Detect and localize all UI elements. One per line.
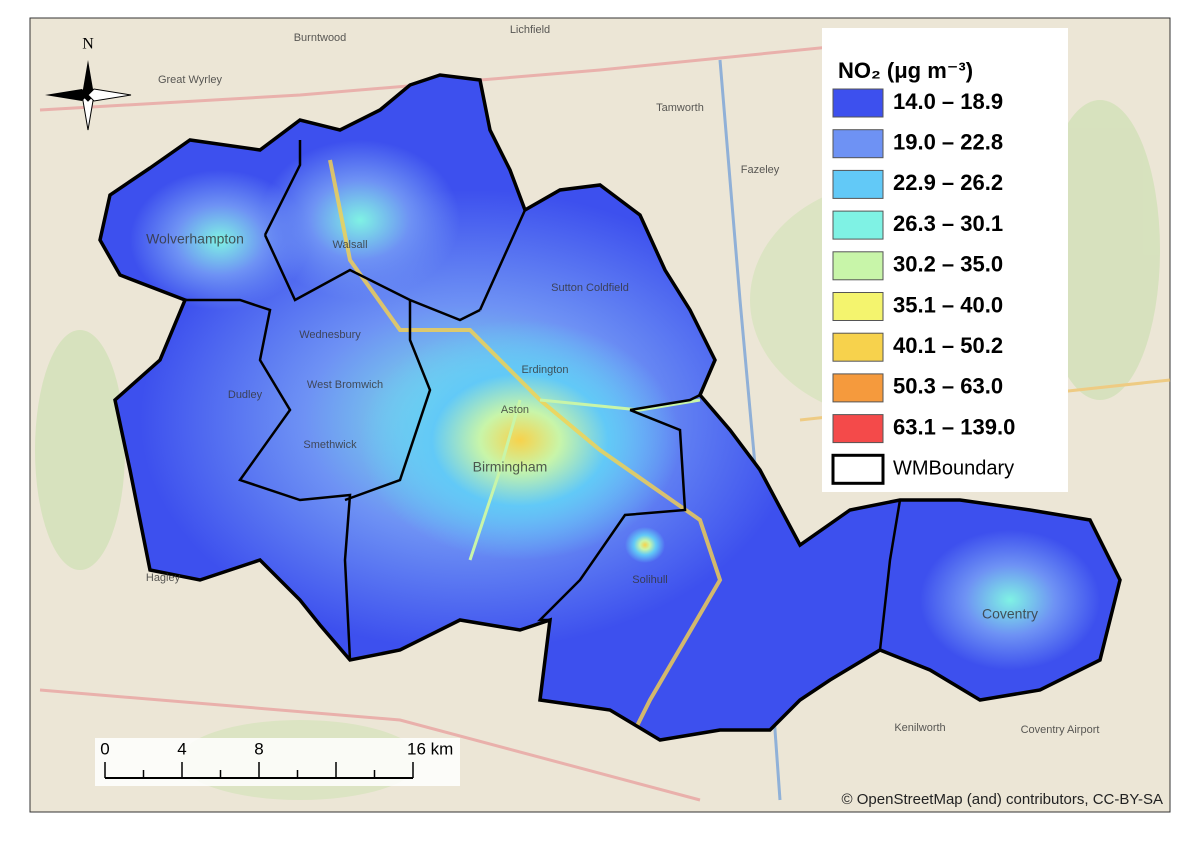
place-label: Tamworth bbox=[656, 102, 704, 114]
scale-label: 0 bbox=[100, 739, 109, 758]
legend-label: 26.3 – 30.1 bbox=[893, 211, 1003, 236]
legend-label: 63.1 – 139.0 bbox=[893, 414, 1015, 439]
place-label: Smethwick bbox=[303, 439, 357, 451]
legend-swatch bbox=[832, 332, 884, 362]
north-arrow: N bbox=[45, 36, 132, 131]
legend-swatch bbox=[832, 129, 884, 159]
legend-label: WMBoundary bbox=[893, 458, 1014, 480]
legend-swatch bbox=[832, 292, 884, 321]
legend-label: 30.2 – 35.0 bbox=[893, 252, 1003, 277]
scale-label: 8 bbox=[254, 739, 263, 758]
place-labels: Lichfield Burntwood Great Wyrley Tamworth Fa… bbox=[146, 24, 1100, 736]
place-label: Great Wyrley bbox=[158, 74, 223, 86]
legend-title: NO₂ (μg m⁻³) bbox=[838, 58, 973, 83]
place-label: Kenilworth bbox=[894, 722, 945, 734]
legend-label: 22.9 – 26.2 bbox=[893, 170, 1003, 195]
legend-swatch bbox=[832, 210, 884, 240]
place-label: Solihull bbox=[632, 574, 667, 586]
legend: 14.0 – 18.9 19.0 – 22.8 22.9 – 26.2 26.3 – … bbox=[831, 88, 1015, 485]
legend-swatch bbox=[832, 88, 884, 118]
legend-label: 35.1 – 40.0 bbox=[893, 292, 1003, 317]
place-label: Sutton Coldfield bbox=[551, 282, 629, 294]
legend-swatch bbox=[832, 414, 884, 444]
place-label: Hagley bbox=[146, 572, 181, 584]
legend-label: 50.3 – 63.0 bbox=[893, 374, 1003, 399]
north-label: N bbox=[82, 36, 94, 53]
legend-swatch bbox=[832, 251, 884, 281]
place-label: Wolverhampton bbox=[146, 231, 244, 247]
place-label: Dudley bbox=[228, 389, 263, 401]
attribution: © OpenStreetMap (and) contributors, CC-B… bbox=[842, 791, 1163, 808]
legend-label: 14.0 – 18.9 bbox=[893, 89, 1003, 114]
legend-label: 40.1 – 50.2 bbox=[893, 333, 1003, 358]
place-label: Wednesbury bbox=[299, 329, 361, 341]
place-label: Coventry bbox=[982, 606, 1038, 622]
legend-swatch bbox=[832, 169, 884, 199]
legend-label: 19.0 – 22.8 bbox=[893, 130, 1003, 155]
place-label: Aston bbox=[501, 404, 529, 416]
legend-swatch bbox=[832, 373, 884, 403]
place-label: Walsall bbox=[332, 239, 367, 251]
scale-label: 16 km bbox=[407, 739, 453, 758]
place-label: Coventry Airport bbox=[1021, 724, 1100, 736]
place-label: Birmingham bbox=[473, 459, 548, 475]
scale-label: 4 bbox=[177, 739, 186, 758]
place-label: West Bromwich bbox=[307, 379, 383, 391]
internal-boundaries bbox=[185, 140, 902, 661]
place-label: Erdington bbox=[521, 364, 568, 376]
place-label: Fazeley bbox=[741, 164, 780, 176]
scale-bar: 0 4 8 16 km bbox=[95, 738, 460, 786]
place-label: Burntwood bbox=[294, 32, 347, 44]
legend-swatch bbox=[831, 453, 885, 485]
place-label: Lichfield bbox=[510, 24, 550, 36]
